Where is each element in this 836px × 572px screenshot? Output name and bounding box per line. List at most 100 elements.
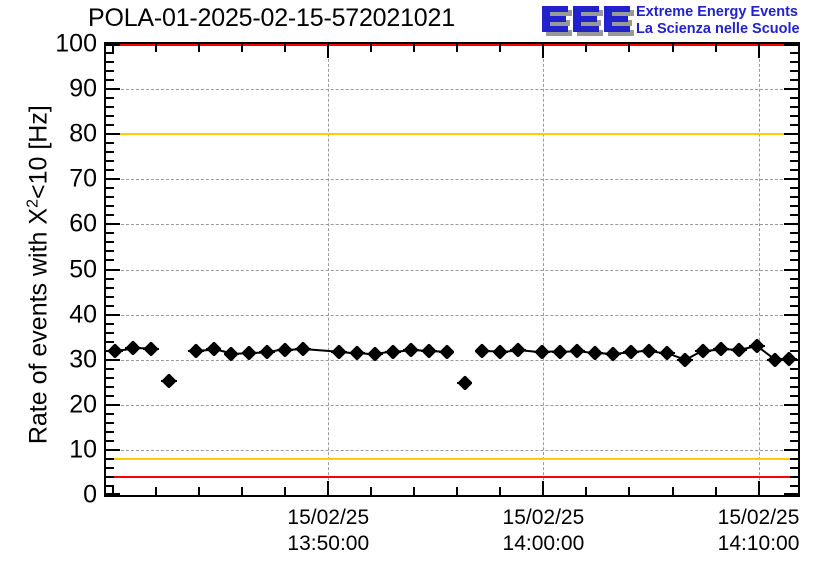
y-tick-minor [106,259,114,262]
x-axis-tick-label-time: 13:50:00 [287,532,370,555]
data-point-marker [385,343,401,360]
x-tick-minor-top [241,44,244,52]
x-tick-minor-top [284,44,287,52]
y-tick-minor [106,196,114,199]
y-axis-title-head: Rate of events with X [24,207,53,445]
data-point-marker [160,373,177,390]
lower-red-limit [106,475,798,478]
y-axis-tick-label: 10 [69,435,97,464]
x-axis-tick-label-time: 14:10:00 [717,532,800,555]
x-axis-tick-label: 15/02/25 14:00:00 [503,505,585,557]
eee-logo: Extreme Energy Events La Scienza nelle S… [538,2,834,42]
x-tick-minor [241,487,244,495]
data-point-marker [623,344,640,360]
x-axis-tick-label-date: 15/02/25 [287,506,370,529]
x-tick-minor [413,487,416,495]
x-gridline [543,44,545,495]
y-tick-minor-right [790,385,798,388]
y-tick-minor-right [790,214,798,217]
y-tick-major [106,268,120,271]
y-tick-minor [106,340,114,343]
data-point-marker [187,342,204,359]
x-tick-minor [585,487,588,495]
y-tick-minor [106,97,114,100]
y-tick-major-right [784,268,798,271]
y-gridline [106,269,798,271]
x-axis-tick-label: 15/02/25 14:10:00 [718,505,800,557]
y-tick-minor-right [790,160,798,163]
y-tick-minor [106,466,114,469]
data-point-marker [713,341,729,358]
y-tick-minor-right [790,367,798,370]
y-tick-major [106,133,120,136]
y-tick-minor-right [790,241,798,244]
y-tick-minor [106,367,114,370]
data-point-marker [551,343,568,360]
y-tick-minor [106,430,114,433]
x-tick-minor [628,487,631,495]
y-tick-minor [106,475,114,478]
y-tick-major-right [784,223,798,226]
y-tick-minor [106,322,114,325]
y-tick-minor-right [790,430,798,433]
y-tick-minor-right [790,340,798,343]
x-axis-tick-label-date: 15/02/25 [717,506,800,529]
y-tick-minor-right [790,304,798,307]
lower-yellow-limit [106,457,798,460]
data-point-marker [205,341,222,358]
y-tick-minor [106,79,114,82]
y-tick-minor-right [790,466,798,469]
y-tick-minor [106,484,114,487]
y-tick-minor [106,439,114,442]
y-axis-tick-label: 50 [69,255,97,283]
x-gridline [758,44,760,495]
data-point-marker [510,342,527,358]
y-axis-tick-label: 20 [69,390,97,419]
x-tick-minor [284,487,287,495]
y-tick-major-right [784,44,798,46]
y-tick-minor [106,250,114,253]
x-gridline [328,44,330,495]
y-axis-title-exponent: 2 [24,199,42,208]
data-point-marker [349,345,365,361]
y-tick-minor [106,142,114,145]
y-tick-minor-right [790,421,798,424]
y-tick-minor-right [790,277,798,280]
x-axis-tick-label: 15/02/25 13:50:00 [287,505,369,557]
y-tick-minor-right [790,484,798,487]
x-tick-minor-top [671,44,674,52]
data-point-marker [241,345,258,361]
y-tick-minor [106,457,114,460]
y-tick-major-right [784,313,798,316]
x-tick-minor-top [628,44,631,52]
y-tick-minor [106,124,114,127]
y-tick-minor [106,295,114,298]
x-tick-minor-top [112,44,115,52]
y-tick-minor-right [790,196,798,199]
x-tick-minor-top [413,44,416,52]
y-axis-tick-label: 0 [83,480,97,509]
y-axis-tick-label: 90 [69,74,97,103]
y-tick-minor [106,421,114,424]
y-tick-minor [106,151,114,154]
data-point-marker [474,343,491,359]
eee-logo-text: Extreme Energy Events La Scienza nelle S… [636,4,800,38]
data-point-marker [125,340,141,357]
y-axis-tick-label: 60 [69,209,97,238]
y-tick-minor-right [790,205,798,208]
y-tick-minor [106,412,114,415]
plot-area [106,44,798,495]
y-tick-minor [106,160,114,163]
x-tick-minor-top [370,44,373,52]
y-tick-minor-right [790,475,798,478]
data-point-marker [331,343,347,360]
y-tick-minor [106,52,114,55]
y-tick-minor-right [790,250,798,253]
y-tick-major [106,313,120,316]
data-point-marker [731,342,747,358]
y-gridline [106,89,798,91]
y-tick-minor-right [790,331,798,334]
y-axis-tick-label: 70 [69,164,97,193]
y-tick-minor [106,232,114,235]
x-tick-minor [112,487,115,495]
